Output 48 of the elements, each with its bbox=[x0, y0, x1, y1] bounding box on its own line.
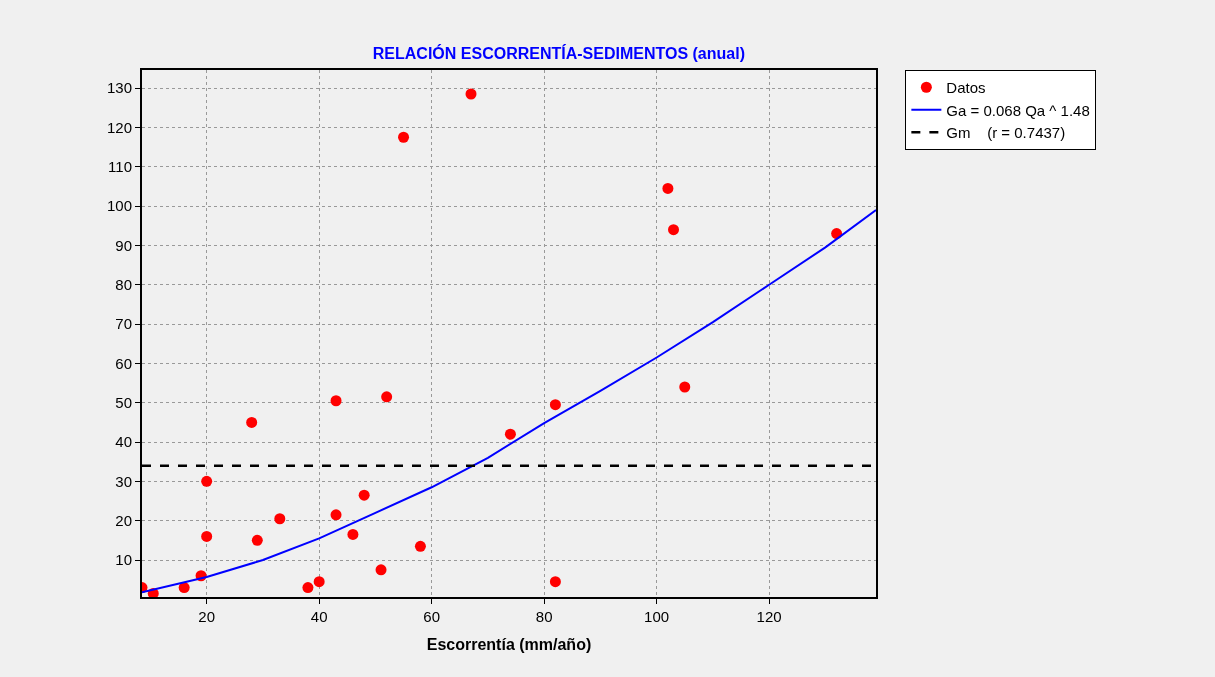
y-tick-label: 60 bbox=[115, 354, 132, 372]
y-tick-label: 110 bbox=[108, 158, 132, 175]
y-tick-label: 80 bbox=[115, 275, 132, 293]
y-tick-label: 20 bbox=[115, 511, 132, 529]
point bbox=[679, 381, 691, 393]
y-tick-label: 40 bbox=[115, 433, 132, 451]
y-tick-label: 10 bbox=[115, 551, 132, 569]
y-tick-label: 30 bbox=[115, 472, 132, 490]
point bbox=[178, 582, 190, 594]
x-axis-title: Escorrentía (mm/año) bbox=[426, 636, 592, 654]
y-tick-label: 90 bbox=[115, 236, 132, 254]
legend-label: Gm (r = 0.7437) bbox=[946, 124, 1066, 142]
y-tick-label: 120 bbox=[106, 118, 132, 136]
legend-label: Ga = 0.068 Qa ^ 1.48 bbox=[946, 101, 1090, 119]
point bbox=[398, 131, 410, 143]
x-tick-label: 20 bbox=[198, 608, 216, 625]
point bbox=[330, 509, 342, 521]
x-tick-label: 40 bbox=[310, 608, 328, 625]
point bbox=[549, 576, 561, 588]
point bbox=[662, 182, 674, 194]
point bbox=[504, 428, 516, 440]
legend-label: Datos bbox=[946, 79, 986, 97]
point bbox=[201, 475, 213, 487]
point bbox=[274, 513, 286, 525]
x-tick-label: 60 bbox=[423, 608, 440, 625]
x-tick-label: 100 bbox=[644, 608, 670, 625]
point bbox=[414, 540, 426, 552]
y-tick-label: 130 bbox=[106, 79, 132, 97]
y-tick-label: 70 bbox=[115, 315, 132, 333]
x-tick-label: 80 bbox=[535, 608, 553, 625]
point bbox=[302, 582, 314, 594]
line-series bbox=[142, 209, 876, 594]
point bbox=[330, 395, 342, 407]
point bbox=[358, 489, 370, 501]
point bbox=[313, 576, 325, 588]
point bbox=[549, 399, 561, 411]
point bbox=[668, 224, 680, 236]
point bbox=[251, 534, 263, 546]
point bbox=[465, 88, 477, 100]
chart-title: RELACIÓN ESCORRENTÍA-SEDIMENTOS (anual) bbox=[372, 43, 745, 62]
y-tick-label: 50 bbox=[115, 393, 132, 411]
point bbox=[381, 391, 393, 403]
point bbox=[246, 416, 258, 428]
y-tick-label: 100 bbox=[106, 197, 132, 215]
x-tick-label: 120 bbox=[756, 608, 782, 625]
point bbox=[201, 530, 213, 542]
point bbox=[375, 564, 387, 576]
point bbox=[347, 528, 359, 540]
